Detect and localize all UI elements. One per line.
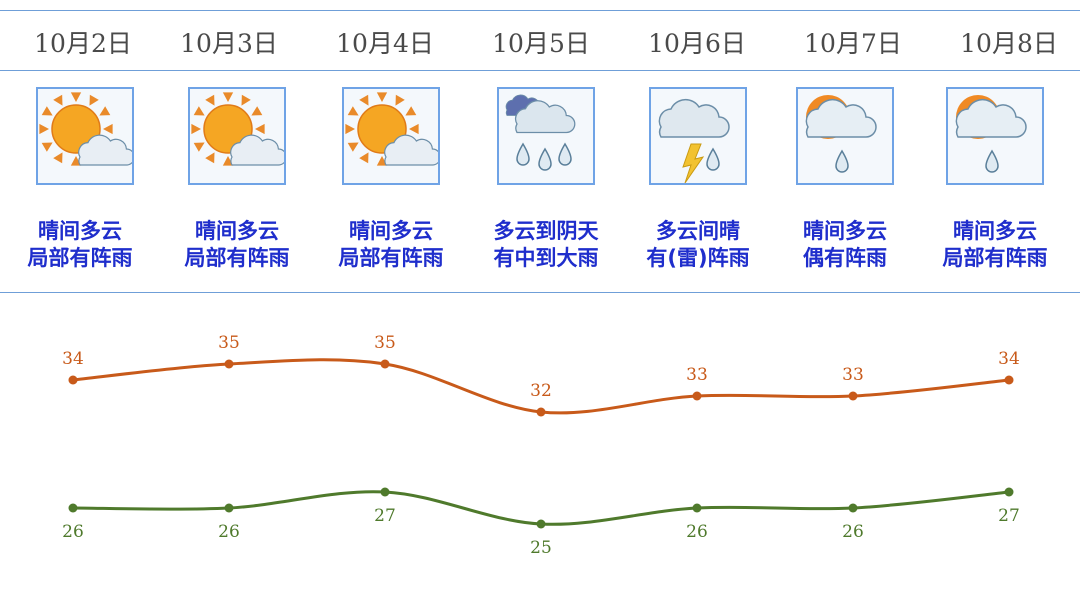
- date-label: 10月2日: [34, 29, 132, 58]
- weather-description-line1: 多云间晴: [656, 219, 740, 243]
- weather-description-line2: 有(雷)阵雨: [646, 246, 750, 270]
- date-label: 10月4日: [336, 29, 434, 58]
- high-temperature-point: [536, 407, 546, 417]
- low-temperature-point: [68, 503, 78, 513]
- description-divider: [0, 292, 1080, 293]
- low-temperature-label: 26: [842, 522, 864, 542]
- weather-description-line1: 晴间多云: [38, 219, 122, 243]
- high-temperature-point: [692, 391, 702, 401]
- low-temperature-point: [848, 503, 858, 513]
- weather-description-line2: 偶有阵雨: [803, 246, 887, 270]
- weather-description: 晴间多云 偶有阵雨: [770, 218, 920, 272]
- weather-description-line1: 多云到阴天: [493, 219, 599, 243]
- weather-description: 晴间多云 局部有阵雨: [920, 218, 1070, 272]
- high-temperature-point: [224, 359, 234, 369]
- weather-description: 多云到阴天有中到大雨: [471, 218, 621, 272]
- sun-cloud-icon: [188, 87, 286, 185]
- date-label: 10月3日: [180, 29, 278, 58]
- low-temperature-label: 26: [62, 522, 84, 542]
- high-temperature-point: [68, 375, 78, 385]
- high-temperature-label: 35: [374, 333, 396, 353]
- date-label: 10月8日: [960, 29, 1058, 58]
- high-temperature-label: 34: [998, 349, 1020, 369]
- sun-cloud-shower-icon: [796, 87, 894, 185]
- weather-description-line1: 晴间多云: [803, 219, 887, 243]
- low-temperature-point: [224, 503, 234, 513]
- weather-description-line1: 晴间多云: [349, 219, 433, 243]
- sun-cloud-shower-icon: [946, 87, 1044, 185]
- low-temperature-label: 26: [218, 522, 240, 542]
- date-divider: [0, 70, 1080, 71]
- date-label: 10月7日: [804, 29, 902, 58]
- weather-description-line2: 有中到大雨: [493, 246, 599, 270]
- weather-description-line2: 局部有阵雨: [338, 246, 444, 270]
- low-temperature-label: 26: [686, 522, 708, 542]
- weather-description-line2: 局部有阵雨: [184, 246, 290, 270]
- weather-description-line2: 局部有阵雨: [27, 246, 133, 270]
- low-temperature-point: [692, 503, 702, 513]
- sun-cloud-icon: [36, 87, 134, 185]
- high-temperature-label: 33: [686, 365, 708, 385]
- low-temperature-label: 27: [374, 506, 396, 526]
- high-temperature-point: [1004, 375, 1014, 385]
- low-temperature-label: 25: [530, 538, 552, 558]
- low-temperature-point: [1004, 487, 1014, 497]
- weather-description-line1: 晴间多云: [953, 219, 1037, 243]
- weather-description: 晴间多云 局部有阵雨: [316, 218, 466, 272]
- low-temperature-line: [72, 490, 1010, 526]
- high-temperature-label: 35: [218, 333, 240, 353]
- high-temperature-label: 33: [842, 365, 864, 385]
- high-temperature-label: 32: [530, 381, 552, 401]
- low-temperature-label: 27: [998, 506, 1020, 526]
- weather-description-line2: 局部有阵雨: [942, 246, 1048, 270]
- heavy-rain-icon: [497, 87, 595, 185]
- high-temperature-point: [848, 391, 858, 401]
- thunder-shower-icon: [649, 87, 747, 185]
- weather-description-line1: 晴间多云: [195, 219, 279, 243]
- low-temperature-point: [536, 519, 546, 529]
- high-temperature-point: [380, 359, 390, 369]
- weather-description: 晴间多云 局部有阵雨: [5, 218, 155, 272]
- low-temperature-point: [380, 487, 390, 497]
- sun-cloud-icon: [342, 87, 440, 185]
- date-label: 10月5日: [492, 29, 590, 58]
- temperature-chart: 34 35 35 32 33 33 34 26 26 27 25 26 26 27: [62, 333, 1020, 558]
- high-temperature-label: 34: [62, 349, 84, 369]
- weather-description: 多云间晴有(雷)阵雨: [623, 218, 773, 272]
- top-divider: [0, 10, 1080, 11]
- weather-description: 晴间多云 局部有阵雨: [162, 218, 312, 272]
- date-label: 10月6日: [648, 29, 746, 58]
